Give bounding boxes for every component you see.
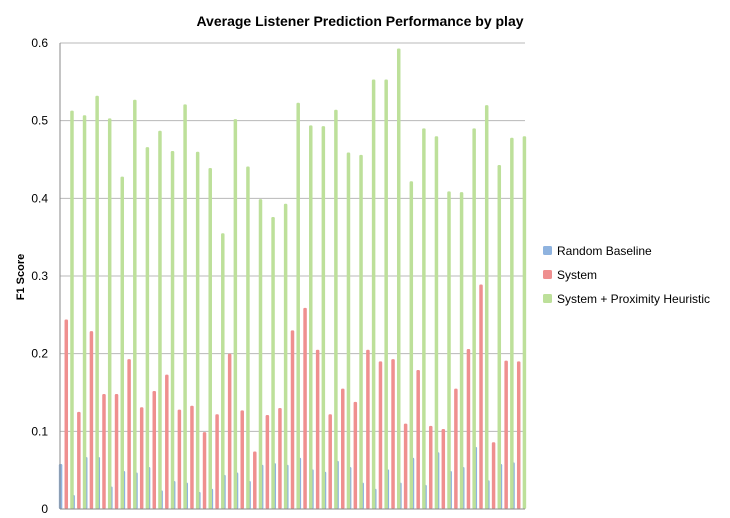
bar-system — [127, 359, 131, 509]
chart-title: Average Listener Prediction Performance … — [196, 13, 523, 29]
bar-system-proximity-heuristic — [170, 150, 175, 509]
bar-system-proximity-heuristic — [497, 164, 502, 509]
y-axis-label: F1 Score — [15, 254, 27, 300]
bar-system — [479, 284, 483, 509]
bar-system — [441, 429, 446, 509]
bar-system-proximity-heuristic — [346, 152, 351, 509]
bar-system-proximity-heuristic — [371, 79, 376, 509]
y-tick-label: 0 — [41, 502, 48, 516]
bar-system-proximity-heuristic — [359, 154, 363, 509]
bar-system — [491, 442, 496, 509]
bar-system-proximity-heuristic — [510, 137, 514, 509]
bar-system-proximity-heuristic — [145, 147, 150, 509]
bar-system-proximity-heuristic — [70, 110, 74, 509]
y-tick-label: 0.4 — [31, 191, 48, 205]
bar-system — [303, 307, 307, 509]
legend-swatch — [543, 270, 552, 279]
bar-system — [466, 349, 471, 509]
bar-system — [328, 414, 332, 509]
legend-label: System — [557, 268, 597, 282]
bar-system-proximity-heuristic — [183, 104, 187, 510]
bar-system-proximity-heuristic — [283, 203, 288, 509]
y-tick-label: 0.3 — [31, 269, 48, 283]
bar-system — [240, 410, 244, 509]
legend: Random Baseline System System + Proximity … — [543, 244, 710, 306]
bar-system — [139, 407, 144, 509]
bar-system-proximity-heuristic — [258, 199, 263, 510]
legend-label: System + Proximity Heuristic — [557, 292, 710, 306]
bar-system — [516, 361, 521, 509]
bar-system — [290, 330, 295, 509]
bar-system-proximity-heuristic — [82, 115, 87, 509]
bar-system-proximity-heuristic — [296, 102, 300, 510]
bar-system-proximity-heuristic — [472, 128, 476, 509]
bar-system-proximity-heuristic — [409, 181, 414, 509]
bar-system-proximity-heuristic — [321, 126, 326, 509]
bar-system-proximity-heuristic — [107, 118, 112, 509]
bar-system-proximity-heuristic — [396, 48, 401, 509]
bar-system-proximity-heuristic — [384, 79, 388, 509]
bar-system-proximity-heuristic — [459, 192, 464, 509]
bar-system — [89, 331, 94, 509]
bar-system-proximity-heuristic — [133, 99, 137, 509]
bar-system — [403, 423, 408, 509]
y-tick-label: 0.5 — [31, 114, 48, 128]
bar-system — [190, 405, 194, 509]
bar-system-proximity-heuristic — [95, 95, 99, 509]
bar-system — [152, 390, 157, 509]
bar-system-proximity-heuristic — [246, 166, 250, 510]
bar-system-proximity-heuristic — [271, 216, 275, 509]
legend-swatch — [543, 294, 552, 303]
bar-system — [378, 361, 383, 509]
bar-system — [391, 359, 395, 509]
bar-system — [504, 360, 508, 509]
bar-system — [64, 319, 69, 509]
bar-system — [265, 415, 270, 509]
bar-system — [353, 401, 358, 509]
bar-system — [454, 388, 458, 509]
bar-system-proximity-heuristic — [158, 130, 162, 509]
bar-system — [315, 349, 320, 509]
y-tick-label: 0.6 — [31, 36, 48, 50]
y-axis-ticks: 0 0.1 0.2 0.3 0.4 0.5 0.6 — [31, 36, 48, 516]
bar-system — [114, 394, 119, 509]
bar-system — [428, 425, 433, 509]
bar-system — [177, 409, 182, 509]
bar-system — [253, 451, 257, 509]
bar-system-proximity-heuristic — [233, 119, 238, 510]
bar-system — [165, 374, 169, 509]
bar-system — [202, 432, 207, 509]
bar-system-proximity-heuristic — [221, 233, 225, 509]
bar-system — [278, 408, 282, 509]
bar-system — [215, 414, 219, 509]
legend-swatch — [543, 246, 552, 255]
bar-system — [416, 369, 420, 509]
bar-system-proximity-heuristic — [434, 136, 439, 509]
bar-system-proximity-heuristic — [484, 105, 489, 509]
bar-system — [366, 349, 370, 509]
bar-system-proximity-heuristic — [195, 151, 200, 510]
bar-system-proximity-heuristic — [120, 176, 124, 509]
bar-system — [341, 388, 345, 509]
bar-random-baseline — [58, 463, 63, 509]
bars — [58, 48, 527, 510]
bar-system — [227, 353, 232, 509]
bar-system-proximity-heuristic — [422, 128, 426, 509]
bar-system-proximity-heuristic — [522, 136, 527, 509]
bar-system-proximity-heuristic — [208, 168, 212, 510]
bar-system-proximity-heuristic — [309, 125, 313, 509]
bar-system-proximity-heuristic — [334, 109, 338, 509]
bar-system — [102, 394, 106, 509]
y-tick-label: 0.2 — [31, 347, 48, 361]
bar-system — [77, 411, 81, 509]
bar-system-proximity-heuristic — [447, 191, 451, 509]
y-tick-label: 0.1 — [31, 424, 48, 438]
legend-label: Random Baseline — [557, 244, 652, 258]
